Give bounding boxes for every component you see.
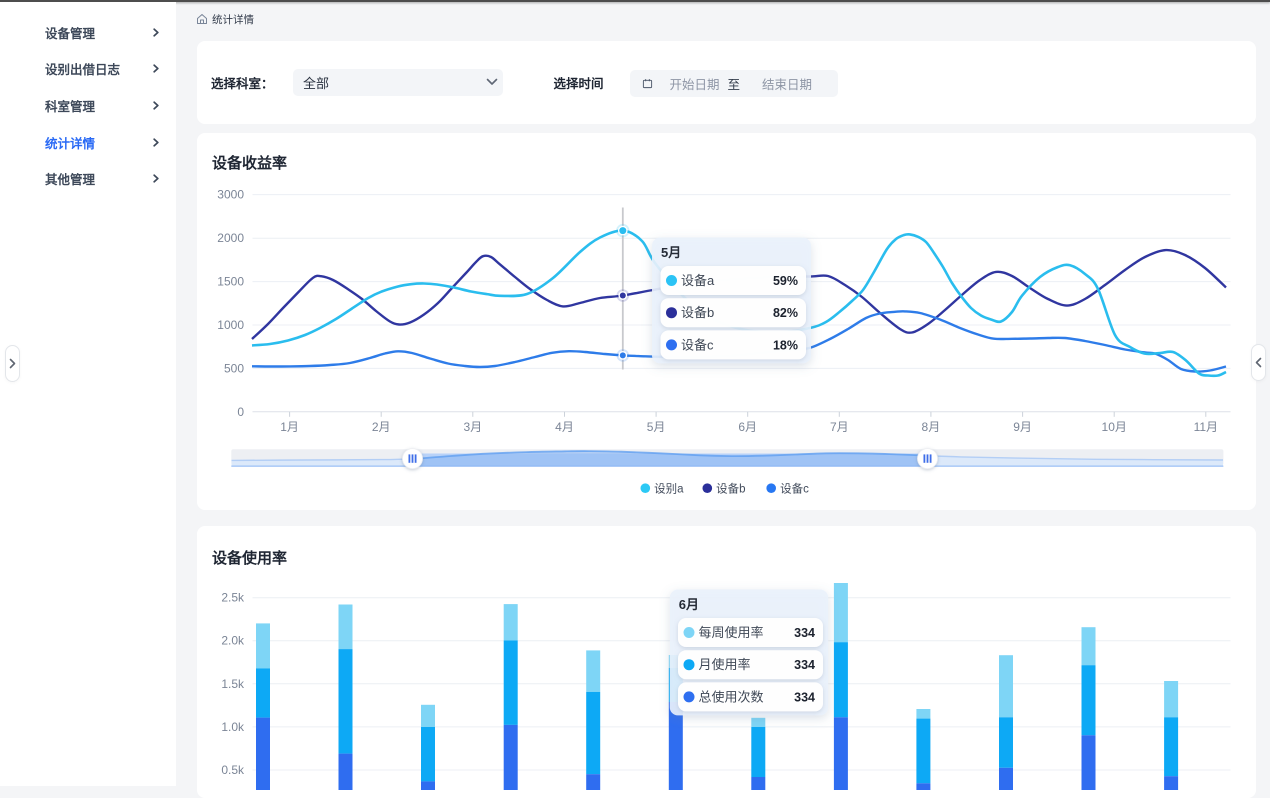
svg-text:1.5k: 1.5k bbox=[221, 677, 245, 691]
svg-text:2000: 2000 bbox=[217, 231, 244, 245]
svg-text:设备b: 设备b bbox=[681, 305, 714, 320]
svg-text:2.5k: 2.5k bbox=[221, 591, 245, 605]
svg-text:334: 334 bbox=[794, 658, 815, 672]
svg-text:2月: 2月 bbox=[372, 420, 391, 434]
svg-text:6月: 6月 bbox=[738, 420, 757, 434]
svg-text:7月: 7月 bbox=[830, 420, 849, 434]
svg-text:1月: 1月 bbox=[280, 420, 299, 434]
svg-text:9月: 9月 bbox=[1013, 420, 1032, 434]
svg-text:设备c: 设备c bbox=[780, 482, 809, 496]
svg-text:5月: 5月 bbox=[647, 420, 666, 434]
svg-text:每周使用率: 每周使用率 bbox=[699, 625, 764, 640]
svg-text:82%: 82% bbox=[773, 306, 798, 320]
svg-text:设备b: 设备b bbox=[716, 482, 745, 496]
svg-text:2.0k: 2.0k bbox=[221, 634, 245, 648]
svg-text:0.5k: 0.5k bbox=[221, 763, 245, 777]
svg-text:334: 334 bbox=[794, 690, 815, 704]
svg-text:6月: 6月 bbox=[679, 597, 699, 612]
svg-text:10月: 10月 bbox=[1102, 420, 1127, 434]
svg-text:总使用次数: 总使用次数 bbox=[699, 689, 764, 704]
svg-text:5月: 5月 bbox=[661, 245, 681, 260]
svg-text:334: 334 bbox=[794, 626, 815, 640]
svg-text:1500: 1500 bbox=[217, 275, 244, 289]
svg-text:月使用率: 月使用率 bbox=[699, 657, 751, 672]
svg-text:1.0k: 1.0k bbox=[221, 720, 245, 734]
svg-text:500: 500 bbox=[224, 361, 244, 375]
svg-text:0: 0 bbox=[237, 405, 244, 419]
svg-text:设备c: 设备c bbox=[681, 337, 714, 352]
svg-text:11月: 11月 bbox=[1194, 420, 1218, 434]
svg-text:3月: 3月 bbox=[463, 420, 482, 434]
svg-text:设别a: 设别a bbox=[654, 483, 684, 496]
svg-text:59%: 59% bbox=[773, 274, 798, 288]
svg-text:3000: 3000 bbox=[217, 188, 244, 202]
svg-text:设备a: 设备a bbox=[681, 273, 715, 288]
svg-text:18%: 18% bbox=[773, 338, 798, 352]
svg-text:1000: 1000 bbox=[217, 318, 244, 332]
svg-text:8月: 8月 bbox=[922, 420, 941, 434]
svg-text:4月: 4月 bbox=[555, 420, 574, 434]
